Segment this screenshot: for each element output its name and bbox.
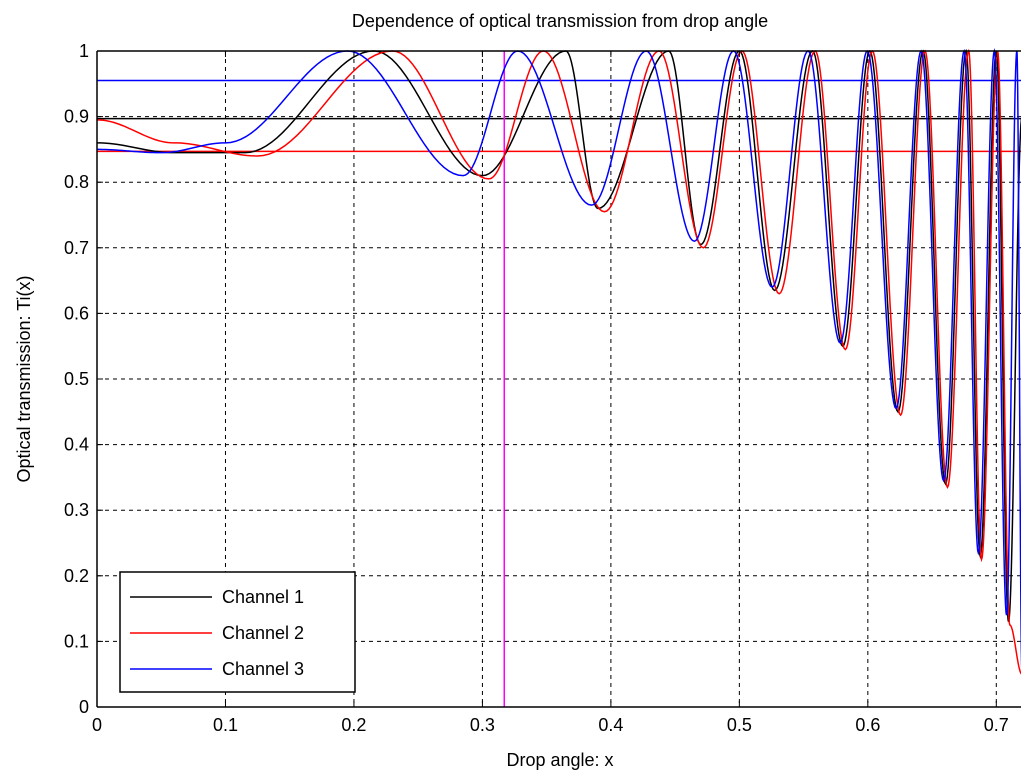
y-tick-label: 0.3 [64,500,89,520]
legend-box [119,571,356,693]
x-tick-label: 0.7 [984,715,1009,735]
legend-label-1: Channel 1 [222,587,304,607]
y-tick-label: 0.5 [64,369,89,389]
x-tick-label: 0.1 [213,715,238,735]
x-tick-label: 0 [92,715,102,735]
y-tick-labels: 0 0.1 0.2 0.3 0.4 0.5 0.6 0.7 0.8 0.9 1 [64,41,89,717]
y-tick-label: 0.9 [64,107,89,127]
legend: Channel 1 Channel 2 Channel 3 [119,571,356,693]
x-tick-label: 0.5 [727,715,752,735]
series-line-1 [96,48,1021,622]
y-axis-title: Optical transmission: Ti(x) [14,275,34,482]
x-tick-label: 0.3 [470,715,495,735]
y-tick-label: 1 [79,41,89,61]
legend-label-2: Channel 2 [222,623,304,643]
x-axis-title: Drop angle: x [506,750,613,770]
axes [96,50,1021,708]
y-tick-label: 0.8 [64,172,89,192]
y-tick-label: 0 [79,697,89,717]
y-tick-label: 0.1 [64,631,89,651]
x-tick-label: 0.6 [855,715,880,735]
series-line-2 [96,48,1021,675]
x-tick-label: 0.2 [341,715,366,735]
y-tick-label: 0.7 [64,238,89,258]
y-tick-label: 0.6 [64,303,89,323]
y-tick-label: 0.2 [64,566,89,586]
legend-label-3: Channel 3 [222,659,304,679]
grid [97,51,1021,707]
x-tick-label: 0.4 [598,715,623,735]
y-tick-label: 0.4 [64,435,89,455]
x-tick-labels: 0 0.1 0.2 0.3 0.4 0.5 0.6 0.7 [92,715,1009,735]
chart-title: Dependence of optical transmission from … [352,11,768,31]
